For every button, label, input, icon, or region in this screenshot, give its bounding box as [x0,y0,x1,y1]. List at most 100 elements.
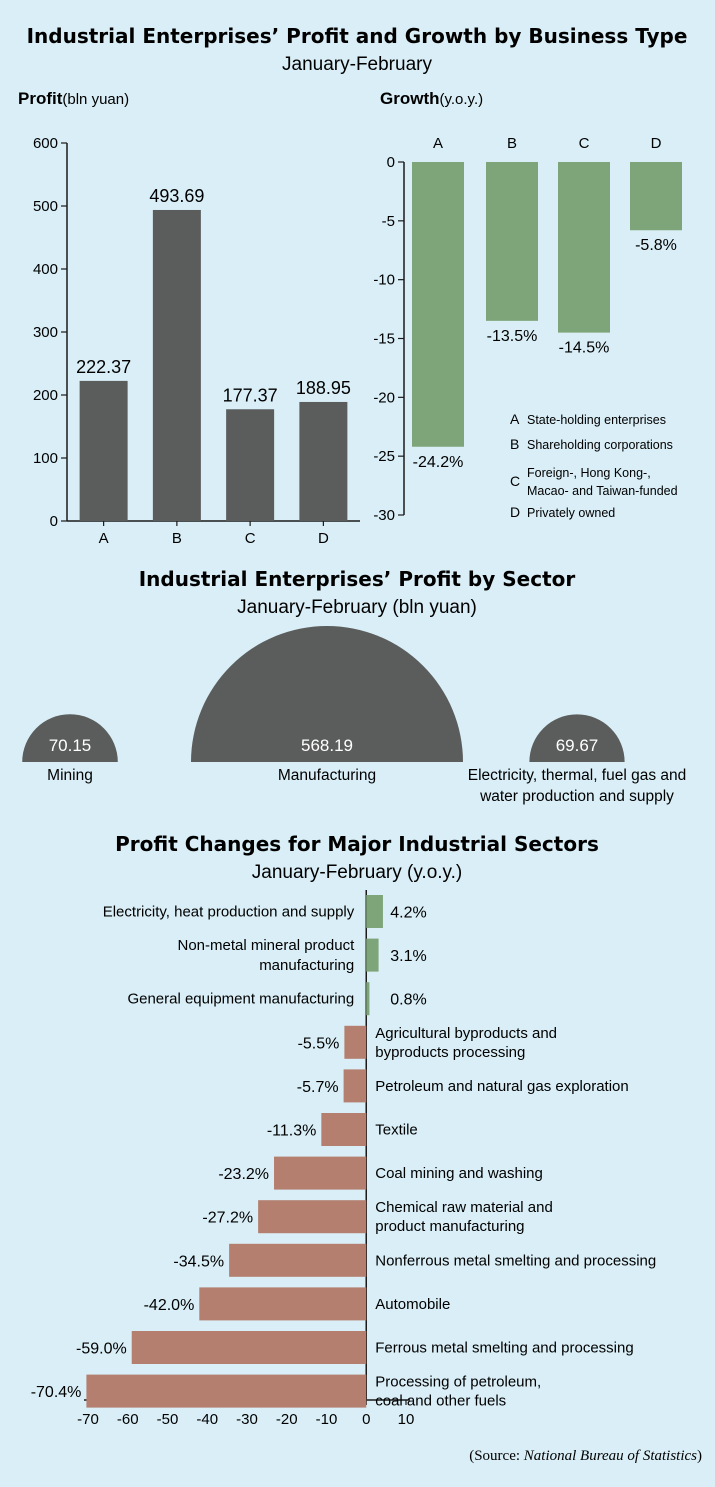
changes-value-label: 4.2% [390,905,426,922]
changes-x-tick-label: -60 [117,1411,139,1428]
profit-title-unit: (bln yuan) [62,91,129,108]
changes-category-label: Chemical raw material and [375,1199,553,1216]
growth-title-text: Growth [380,89,440,108]
sector-label: Mining [47,767,93,784]
profit-y-tick-label: 100 [33,450,58,467]
growth-value-label: -13.5% [487,328,538,345]
changes-value-label: 3.1% [390,948,426,965]
changes-x-tick-label: 0 [362,1411,370,1428]
growth-y-tick-label: -5 [382,213,395,230]
profit-value-label: 222.37 [76,357,131,377]
growth-value-label: -5.8% [635,237,677,254]
profit-x-tick-label: B [172,530,182,547]
changes-category-label: Agricultural byproducts and [375,1025,557,1042]
profit-bar [79,380,128,521]
profit-bar [226,409,275,521]
section3-subtitle: January-February (y.o.y.) [252,862,462,883]
section3-title: Profit Changes for Major Industrial Sect… [115,832,599,856]
profit-y-tick-label: 0 [50,513,58,530]
changes-value-label: 0.8% [390,992,426,1009]
changes-x-tick-label: -40 [196,1411,218,1428]
sector-label: water production and supply [479,788,674,805]
section2-title: Industrial Enterprises’ Profit by Sector [139,567,576,591]
source-prefix: (Source: [469,1448,524,1464]
legend-text: Shareholding corporations [527,438,673,452]
growth-bar [558,162,610,333]
growth-y-tick-label: -10 [373,272,395,289]
growth-y-tick-label: 0 [387,154,395,171]
changes-bar [229,1243,367,1277]
changes-category-label: Nonferrous metal smelting and processing [375,1252,656,1269]
changes-x-tick-label: 10 [398,1411,415,1428]
sector-value-label: 69.67 [556,736,599,755]
growth-bar-chart: Growth(y.o.y.) A State-holding enterprise… [373,89,682,524]
changes-bar [258,1200,367,1234]
section1-title: Industrial Enterprises’ Profit and Growt… [27,24,688,48]
changes-bar [343,1069,367,1103]
sector-value-label: 70.15 [49,736,92,755]
growth-category-label: A [433,135,443,152]
growth-chart-title: Growth(y.o.y.) [380,89,483,108]
changes-bar [199,1287,367,1321]
changes-x-tick-label: -10 [316,1411,338,1428]
legend-text: Macao- and Taiwan-funded [527,484,678,498]
changes-category-label: manufacturing [259,957,354,974]
changes-value-label: -23.2% [218,1166,269,1183]
changes-category-label: coal and other fuels [375,1393,506,1410]
growth-category-label: B [507,135,517,152]
changes-bar [86,1374,367,1408]
changes-value-label: -27.2% [202,1210,253,1227]
legend-key: A [510,411,520,427]
changes-value-label: -5.7% [297,1079,339,1096]
growth-bar [630,162,682,231]
growth-y-tick-label: -15 [373,331,395,348]
changes-bar [366,895,383,928]
changes-value-label: -70.4% [31,1384,82,1401]
profit-y-tick-label: 600 [33,135,58,152]
profit-x-tick-label: C [245,530,256,547]
sector-label: Manufacturing [278,767,376,784]
section2-subtitle: January-February (bln yuan) [237,597,477,618]
changes-x-tick-label: -70 [77,1411,99,1428]
changes-category-label: Textile [375,1122,418,1139]
changes-category-label: byproducts processing [375,1044,525,1061]
changes-category-label: Electricity, heat production and supply [103,904,355,921]
profit-y-tick-label: 500 [33,198,58,215]
changes-x-tick-label: -20 [276,1411,298,1428]
profit-changes-hbar-chart: -70 -60 -50 -40 -30 -20 -10 0 10 4.2% Electricity,… [31,890,656,1428]
legend-text: Foreign-, Hong Kong-, [527,466,651,480]
source-suffix: ) [697,1448,702,1464]
growth-y-tick-label: -20 [373,389,395,406]
changes-bar [321,1113,367,1146]
changes-category-label: Non-metal mineral product [178,937,356,954]
sector-semicircle [529,714,625,762]
profit-bar-chart: Profit(bln yuan) 0 100 200 300 400 500 600 222.… [18,89,360,547]
growth-title-unit: (y.o.y.) [440,91,484,108]
profit-title-text: Profit [18,89,63,108]
growth-y-tick-label: -30 [373,507,395,524]
growth-bar [486,162,538,321]
profit-y-tick-label: 200 [33,387,58,404]
profit-value-label: 188.95 [296,378,351,398]
changes-category-label: General equipment manufacturing [127,991,354,1008]
profit-chart-title: Profit(bln yuan) [18,89,129,108]
growth-legend: A State-holding enterprises B Shareholding … [510,411,678,520]
changes-bar [131,1331,367,1364]
profit-bar [299,401,348,521]
profit-value-label: 493.69 [149,186,204,206]
profit-x-tick-label: D [318,530,329,547]
growth-category-label: D [651,135,662,152]
profit-y-tick-label: 300 [33,324,58,341]
sector-label: Electricity, thermal, fuel gas and [468,767,687,784]
changes-category-label: Ferrous metal smelting and processing [375,1340,633,1357]
sector-semicircle [191,626,463,762]
changes-value-label: -11.3% [267,1123,317,1140]
changes-category-label: Automobile [375,1296,450,1313]
growth-category-label: C [579,135,590,152]
source-note: (Source: National Bureau of Statistics) [469,1448,702,1464]
changes-x-tick-label: -50 [157,1411,179,1428]
growth-value-label: -14.5% [559,340,610,357]
changes-value-label: -59.0% [76,1341,127,1358]
changes-x-tick-label: -30 [236,1411,258,1428]
